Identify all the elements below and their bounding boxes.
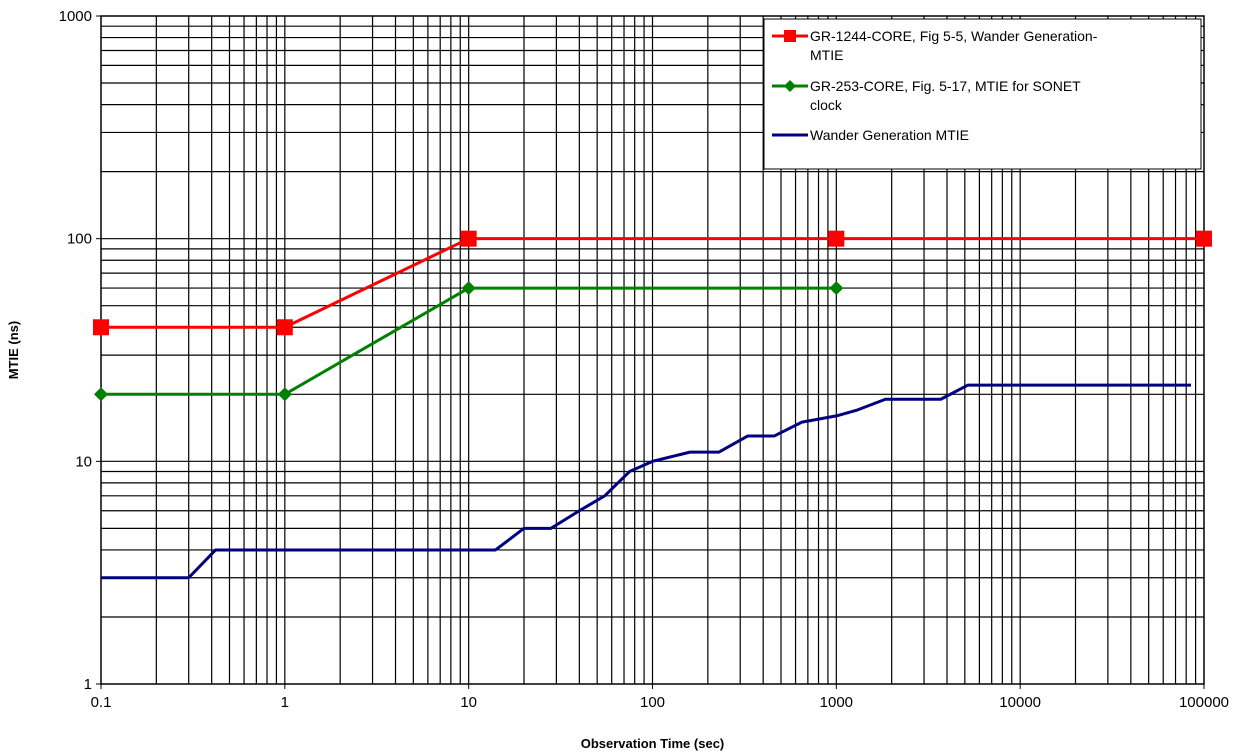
gr-1244-series-legend-marker xyxy=(784,30,796,42)
legend: GR-1244-CORE, Fig 5-5, Wander Generation… xyxy=(763,18,1202,170)
gr-1244-series-marker xyxy=(828,230,845,247)
gr-253-series-legend-label: GR-253-CORE, Fig. 5-17, MTIE for SONET cl… xyxy=(810,78,1081,113)
x-tick-label: 0.1 xyxy=(91,694,112,711)
legend-box xyxy=(763,18,1202,170)
x-tick-label: 100000 xyxy=(1179,694,1229,711)
grid-lines xyxy=(101,16,1204,684)
gr-253-series xyxy=(94,281,844,402)
y-tick-label: 1000 xyxy=(59,8,92,25)
x-axis-title: Observation Time (sec) xyxy=(581,736,725,751)
x-tick-label: 100 xyxy=(640,694,665,711)
x-tick-label: 1000 xyxy=(820,694,853,711)
gr-1244-series-marker xyxy=(276,319,293,336)
data-series xyxy=(93,230,1212,580)
gr-253-series-marker xyxy=(829,281,844,296)
y-tick-label: 1 xyxy=(84,676,92,693)
gr-253-series-line xyxy=(101,286,837,396)
x-tick-label: 10 xyxy=(460,694,477,711)
gr-253-series-marker xyxy=(94,387,108,402)
gr-253-series-marker xyxy=(277,387,292,402)
gr-1244-series-marker xyxy=(460,230,477,247)
y-axis-title: MTIE (ns) xyxy=(6,321,21,380)
wander-series-line xyxy=(101,383,1192,580)
wander-series-legend-label: Wander Generation MTIE xyxy=(810,127,969,143)
x-tick-label: 1 xyxy=(281,694,289,711)
y-tick-label: 100 xyxy=(67,231,92,248)
y-tick-label: 10 xyxy=(75,453,92,470)
x-tick-label: 10000 xyxy=(999,694,1041,711)
gr-253-series-marker xyxy=(461,281,476,296)
gr-1244-series-marker xyxy=(93,319,109,336)
gr-253-series-legend-marker xyxy=(784,80,796,92)
gr-1244-series-marker xyxy=(1196,230,1212,247)
gr-1244-series-legend-label: GR-1244-CORE, Fig 5-5, Wander Generation… xyxy=(810,28,1098,63)
wander-series xyxy=(101,383,1192,580)
gr-1244-series xyxy=(93,230,1212,336)
